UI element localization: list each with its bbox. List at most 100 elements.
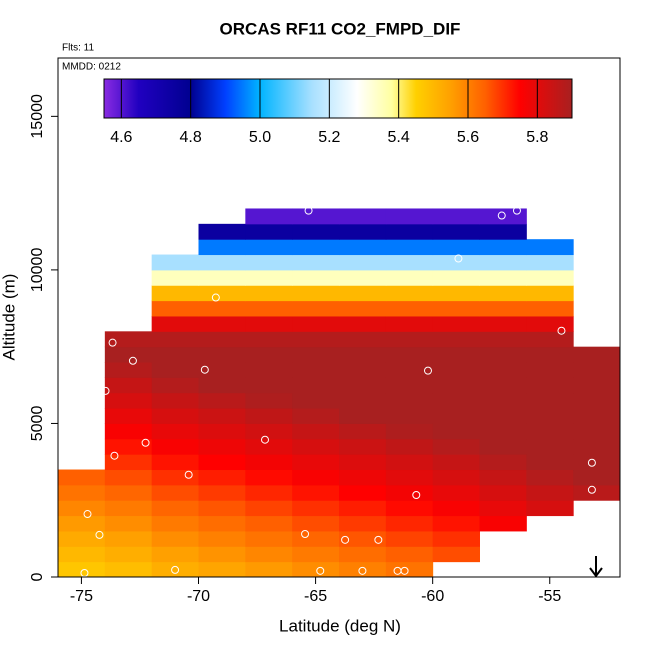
colorbar-tick-label: 5.4: [388, 129, 410, 146]
heat-cell: [198, 315, 246, 332]
heat-cell: [479, 392, 527, 409]
heat-cell: [151, 254, 199, 271]
heat-cell: [573, 346, 621, 363]
heat-cell: [104, 362, 153, 378]
sample-point: [412, 491, 421, 500]
heat-cell: [245, 469, 293, 486]
heat-cell: [479, 285, 527, 302]
annotation: Flts: 11: [62, 43, 94, 54]
heat-cell: [104, 515, 153, 532]
heat-cell: [292, 484, 340, 501]
heat-cell: [151, 546, 199, 563]
sample-point: [110, 451, 119, 460]
heat-cell: [526, 408, 574, 424]
heat-cell: [573, 377, 621, 394]
heat-cell: [526, 285, 574, 302]
heat-cell: [104, 346, 153, 363]
heat-cell: [432, 239, 480, 256]
heat-cell: [151, 530, 199, 547]
heat-cell: [104, 423, 153, 440]
heat-cell: [385, 269, 434, 286]
heat-cell: [526, 377, 574, 394]
heat-cell: [104, 546, 153, 563]
sample-point: [141, 438, 150, 447]
heat-cell: [339, 315, 387, 332]
heat-cell: [385, 362, 434, 378]
heat-cell: [58, 546, 106, 563]
heat-cell: [479, 300, 527, 317]
heat-cell: [198, 454, 246, 471]
heat-cell: [432, 285, 480, 302]
annotation: MMDD: 0212: [62, 62, 121, 73]
heat-cell: [58, 500, 106, 517]
heat-cell: [479, 223, 527, 240]
sample-point: [304, 206, 313, 215]
heat-cell: [151, 377, 199, 394]
heat-cell: [198, 546, 246, 563]
heat-cell: [339, 362, 387, 378]
heat-cell: [151, 469, 199, 486]
heat-cell: [385, 208, 434, 225]
heat-cell: [432, 484, 480, 501]
heat-cell: [245, 239, 293, 256]
heat-cell: [432, 331, 480, 348]
heat-cell: [339, 530, 387, 547]
heat-cell: [292, 423, 340, 440]
heat-cell: [385, 300, 434, 317]
sample-point: [587, 485, 596, 494]
heat-cell: [479, 469, 527, 486]
heat-cell: [526, 423, 574, 440]
heat-cell: [104, 408, 153, 424]
heat-cell: [526, 269, 574, 286]
sample-point: [184, 470, 193, 479]
heat-cell: [339, 454, 387, 471]
sample-point: [200, 365, 209, 374]
heat-cell: [292, 254, 340, 271]
heat-cell: [292, 546, 340, 563]
heat-cell: [385, 346, 434, 363]
heat-cell: [245, 269, 293, 286]
sample-point: [557, 326, 566, 335]
heat-cell: [526, 500, 574, 517]
heat-cell: [245, 223, 293, 240]
heat-cell: [526, 438, 574, 455]
heat-cell: [151, 500, 199, 517]
heat-cell: [339, 377, 387, 394]
sample-point: [400, 566, 409, 575]
heat-cell: [479, 269, 527, 286]
heat-cell: [245, 315, 293, 332]
heat-cell: [104, 392, 153, 409]
heat-cell: [479, 438, 527, 455]
sample-point: [316, 566, 325, 575]
heat-cell: [245, 423, 293, 440]
heat-cell: [198, 392, 246, 409]
heat-cell: [292, 208, 340, 225]
heat-cell: [104, 530, 153, 547]
heat-cell: [526, 239, 574, 256]
heat-cell: [292, 285, 340, 302]
heat-cell: [526, 300, 574, 317]
colorbar-tick-label: 5.0: [249, 129, 271, 146]
heat-cell: [104, 484, 153, 501]
y-tick-label: 10000: [29, 248, 46, 293]
heat-cell: [339, 469, 387, 486]
heat-cell: [339, 500, 387, 517]
sample-point: [374, 535, 383, 544]
heat-cell: [245, 346, 293, 363]
heat-cell: [432, 392, 480, 409]
x-tick-label: -55: [538, 588, 561, 605]
heat-cell: [245, 208, 293, 225]
heat-cell: [292, 315, 340, 332]
heat-cell: [479, 484, 527, 501]
heat-cell: [151, 454, 199, 471]
heat-cell: [385, 239, 434, 256]
heat-cell: [385, 561, 434, 578]
heat-cell: [479, 239, 527, 256]
heat-cell: [479, 315, 527, 332]
heat-cell: [292, 392, 340, 409]
sample-point: [83, 510, 92, 519]
sample-point: [101, 386, 110, 395]
heat-cell: [292, 362, 340, 378]
heat-cell: [292, 454, 340, 471]
heat-cell: [198, 423, 246, 440]
